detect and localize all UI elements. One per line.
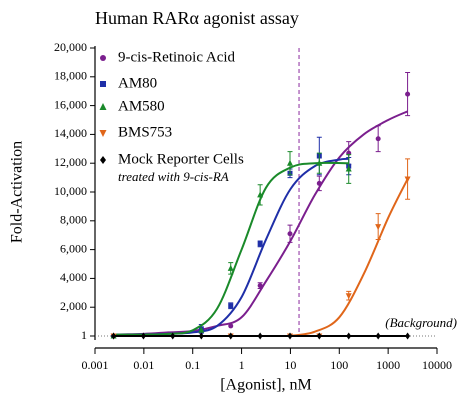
marker	[111, 332, 117, 340]
marker	[170, 332, 176, 340]
fit-curve	[113, 110, 408, 336]
marker	[228, 323, 234, 329]
x-tick-label: 1000	[376, 358, 400, 372]
y-tick-label: 18,000	[54, 69, 87, 83]
marker	[404, 176, 411, 183]
y-tick-label: 2,000	[60, 299, 87, 313]
x-tick-label: 1	[239, 358, 245, 372]
y-tick-label: 14,000	[54, 126, 87, 140]
x-tick-label: 10	[284, 358, 296, 372]
legend-label: 9-cis-Retinoic Acid	[118, 49, 236, 65]
x-axis-label: [Agonist], nM	[220, 377, 312, 394]
legend-marker	[100, 81, 106, 87]
legend-marker	[100, 156, 106, 164]
marker	[375, 136, 381, 142]
legend-marker	[99, 130, 107, 137]
legend-label: BMS753	[118, 124, 172, 140]
legend-label: AM580	[118, 98, 165, 114]
x-tick-label: 10000	[422, 358, 452, 372]
legend-marker	[99, 103, 107, 110]
marker	[257, 283, 263, 289]
x-tick-label: 100	[330, 358, 348, 372]
marker	[228, 303, 234, 309]
marker	[346, 332, 352, 340]
y-tick-label: 12,000	[54, 155, 87, 169]
marker	[257, 241, 263, 247]
marker	[257, 332, 263, 340]
marker	[375, 224, 382, 231]
marker	[286, 159, 293, 166]
marker	[257, 191, 264, 198]
legend-label: Mock Reporter Cells	[118, 151, 244, 167]
marker	[198, 326, 205, 333]
baseline-label: (Background)	[385, 315, 457, 330]
x-tick-label: 0.01	[133, 358, 154, 372]
y-tick-label: 1	[81, 328, 87, 342]
marker	[228, 332, 234, 340]
marker	[405, 332, 411, 340]
marker	[375, 332, 381, 340]
marker	[316, 332, 322, 340]
marker	[316, 159, 323, 166]
marker	[287, 332, 293, 340]
marker	[405, 91, 411, 97]
chart-title: Human RARα agonist assay	[95, 8, 299, 28]
marker	[345, 165, 352, 172]
legend-note: treated with 9-cis-RA	[118, 169, 229, 184]
legend-label: AM80	[118, 75, 157, 91]
marker	[316, 180, 322, 186]
y-tick-label: 16,000	[54, 97, 87, 111]
y-axis-label: Fold-Activation	[9, 141, 26, 243]
x-tick-label: 0.001	[82, 358, 109, 372]
fit-curve	[290, 178, 409, 337]
marker	[345, 293, 352, 300]
y-tick-label: 10,000	[54, 184, 87, 198]
y-tick-label: 6,000	[60, 241, 87, 255]
marker	[198, 332, 204, 340]
y-tick-label: 4,000	[60, 270, 87, 284]
marker	[227, 264, 234, 271]
x-tick-label: 0.1	[185, 358, 200, 372]
y-tick-label: 20,000	[54, 40, 87, 54]
marker	[287, 231, 293, 237]
y-tick-label: 8,000	[60, 213, 87, 227]
marker	[140, 332, 146, 340]
fit-curve	[113, 161, 349, 336]
legend-marker	[100, 55, 106, 61]
